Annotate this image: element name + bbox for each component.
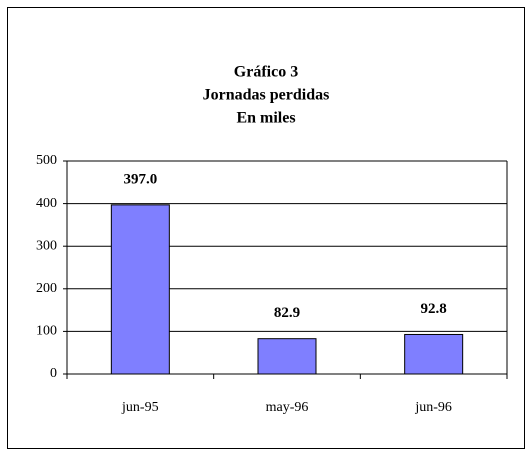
y-tick-label: 0 (50, 366, 57, 381)
x-tick-label: jun-95 (121, 400, 159, 415)
value-label: 92.8 (421, 301, 447, 317)
y-tick-label: 200 (36, 281, 57, 296)
chart-title: Jornadas perdidas (203, 87, 330, 104)
bar (404, 333, 464, 375)
value-label: 82.9 (274, 305, 300, 321)
chart-title: Gráfico 3 (234, 64, 298, 81)
chart-title: En miles (236, 110, 295, 127)
y-tick-label: 300 (36, 238, 57, 253)
y-tick-label: 400 (36, 196, 57, 211)
y-tick-label: 500 (36, 153, 57, 168)
chart-border (7, 7, 525, 449)
value-label: 397.0 (123, 171, 157, 187)
x-tick-label: may-96 (266, 400, 309, 415)
bar (257, 338, 317, 375)
x-tick-label: jun-96 (414, 400, 452, 415)
y-tick-label: 100 (36, 324, 57, 339)
bar (110, 204, 170, 375)
